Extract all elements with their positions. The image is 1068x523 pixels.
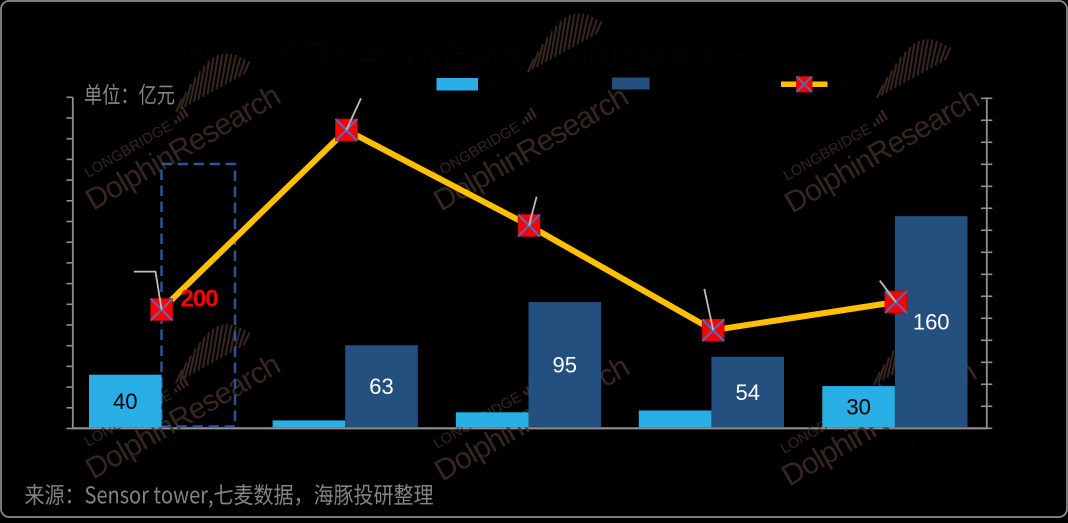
svg-text:国内收入: 国内收入 [484,73,560,95]
svg-text:图:某手游国内与海外市场收入及同比增速情况: 图:某手游国内与海外市场收入及同比增速情况 [182,41,750,72]
svg-text:200: 200 [181,285,219,312]
svg-text:95: 95 [553,353,577,378]
svg-text:160: 160 [913,310,950,335]
svg-text:30: 30 [846,395,870,420]
svg-text:63: 63 [369,374,393,399]
svg-text:海外收入: 海外收入 [656,73,732,95]
svg-text:同比增速(右轴): 同比增速(右轴) [834,73,961,95]
svg-text:40: 40 [113,389,137,414]
svg-text:2021: 2021 [324,434,366,455]
svg-text:2023: 2023 [690,434,732,455]
svg-text:54: 54 [735,380,759,405]
